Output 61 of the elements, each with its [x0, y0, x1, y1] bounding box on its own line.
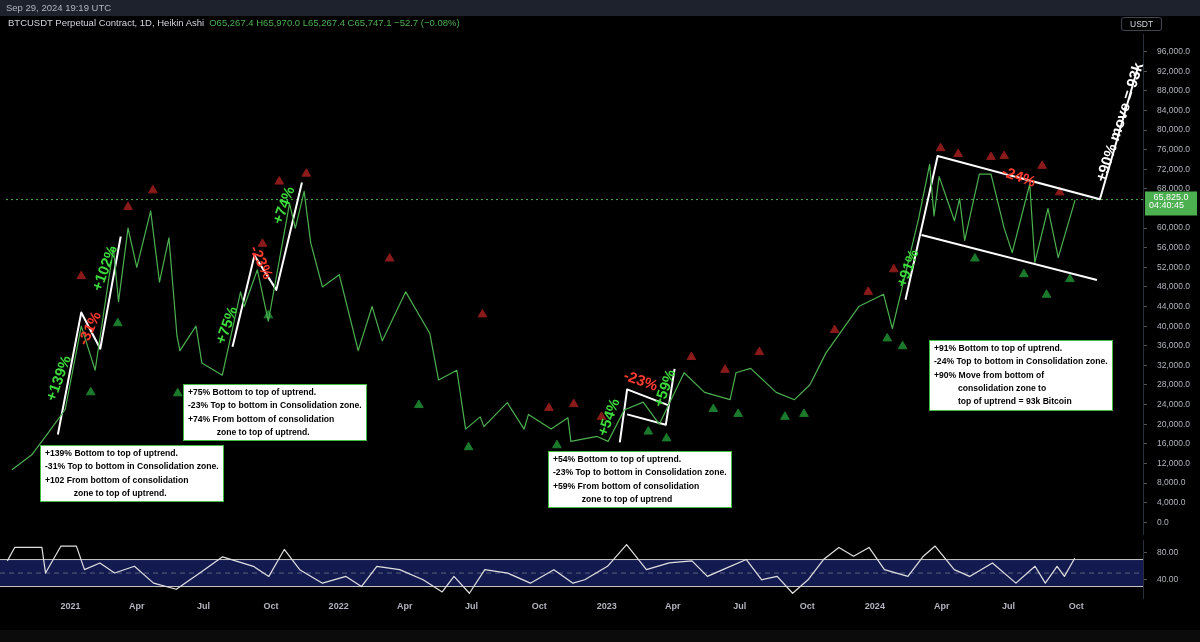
text: Sep 29, 2024 19:19 UTC [6, 2, 112, 13]
x-tick-label: Jul [465, 600, 479, 611]
x-tick-label: Apr [397, 600, 413, 611]
x-tick-label: 2024 [864, 600, 885, 611]
y-tick-label: 80,000.0 [1157, 124, 1191, 135]
y-tick-label: 28,000.0 [1157, 379, 1191, 390]
y-tick-label: 60,000.0 [1157, 222, 1191, 233]
x-tick-label: Jul [733, 600, 747, 611]
annotation: -31% [73, 308, 105, 348]
annotation: -24% [999, 162, 1039, 190]
x-tick-label: Jul [196, 600, 210, 611]
y-tick-label: 44,000.0 [1157, 300, 1191, 311]
annotation: +75% Bottom to top of uptrend. -23% Top to bottom in Consolidation zone. +74% From bottom of consolidation zone to top of uptrend. [183, 384, 367, 442]
x-tick-label: Oct [531, 600, 547, 611]
chart-title: BTCUSDT Perpetual Contract, 1D, Heikin Ashi [8, 17, 205, 28]
y-tick-label: 96,000.0 [1157, 45, 1191, 56]
y-tick-label: 36,000.0 [1157, 340, 1191, 351]
y-tick-label: 0.0 [1157, 516, 1170, 527]
y-tick-label: 20,000.0 [1157, 418, 1191, 429]
y-tick-label: 16,000.0 [1157, 438, 1191, 449]
x-tick-label: 2023 [596, 600, 617, 611]
ref-line-label: 65,825.0 [1153, 192, 1189, 203]
y-tick-label: 68,000.0 [1157, 183, 1191, 194]
x-tick-label: 2021 [60, 600, 81, 611]
y-tick-label: 32,000.0 [1157, 359, 1191, 370]
annotation: +54% [593, 395, 623, 439]
annotation: +139% Bottom to top of uptrend. -31% Top to bottom in Consolidation zone. +102 From bottom of consolidation zone to top of uptrend. [40, 445, 224, 503]
y-tick-label: 72,000.0 [1157, 163, 1191, 174]
y-tick-label: 84,000.0 [1157, 104, 1191, 115]
annotation: +54% Bottom to top of uptrend. -23% Top to bottom in Consolidation zone. +59% From bottom of consolidation zone to top of uptrend [548, 451, 732, 509]
annotation: +91% Bottom to top of uptrend. -24% Top to bottom in Consolidation zone. +90% Move from bottom of consolidation zone to top of uptrend = 93k Bitcoin [929, 340, 1113, 411]
annotation: +74% [268, 183, 298, 227]
annotation: +139% [41, 352, 75, 404]
y-tick-label: 80.00 [1157, 547, 1179, 558]
text: USDT [1121, 17, 1163, 31]
y-tick-label: 12,000.0 [1157, 457, 1191, 468]
y-tick-label: 76,000.0 [1157, 144, 1191, 155]
x-tick-label: Apr [128, 600, 145, 611]
x-tick-label: Oct [263, 600, 279, 611]
y-tick-label: 40.00 [1157, 574, 1179, 585]
annotation: -23% [246, 242, 278, 282]
annotation: +102% [87, 242, 121, 294]
y-tick-label: 88,000.0 [1157, 85, 1191, 96]
y-tick-label: 56,000.0 [1157, 242, 1191, 253]
text: 04:40:45 [1149, 200, 1185, 210]
y-tick-label: 24,000.0 [1157, 398, 1191, 409]
y-tick-label: 40,000.0 [1157, 320, 1191, 331]
x-tick-label: Oct [1068, 600, 1084, 611]
annotation: +91% [892, 246, 922, 290]
x-tick-label: Jul [1002, 600, 1016, 611]
x-tick-label: Apr [665, 600, 682, 611]
y-tick-label: 52,000.0 [1157, 261, 1191, 272]
x-tick-label: Oct [799, 600, 815, 611]
annotation: +75% [211, 303, 241, 347]
x-tick-label: 2022 [328, 600, 349, 611]
x-tick-label: Apr [933, 600, 950, 611]
y-tick-label: 8,000.0 [1157, 477, 1186, 488]
y-tick-label: 48,000.0 [1157, 281, 1191, 292]
chart-subtitle: O65,267.4 H65,970.0 L65,267.4 C65,747.1 −52.7 (−0.08%) [209, 17, 460, 28]
y-tick-label: 92,000.0 [1157, 65, 1191, 76]
y-tick-label: 4,000.0 [1157, 496, 1186, 507]
